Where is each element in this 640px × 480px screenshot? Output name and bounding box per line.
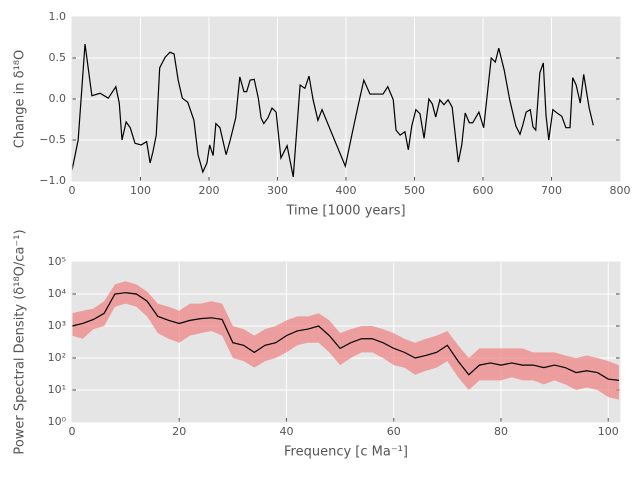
y-tick-label: 0.0: [49, 92, 67, 105]
y-tick-label: 0.5: [49, 51, 67, 64]
y-axis-label: Power Spectral Density (δ¹⁸O/ca⁻¹): [13, 229, 28, 454]
x-tick-label: 700: [541, 184, 562, 197]
plot-frame: [71, 261, 621, 423]
x-tick-label: 80: [494, 425, 508, 438]
y-axis-label: Change in δ¹⁸O: [13, 50, 28, 149]
x-tick-label: 0: [69, 425, 76, 438]
x-tick-label: 400: [336, 184, 357, 197]
x-tick-label: 20: [172, 425, 186, 438]
y-tick-label: 10¹: [48, 383, 66, 396]
x-tick-label: 40: [279, 425, 293, 438]
x-tick-label: 100: [130, 184, 151, 197]
y-tick-label: 10⁵: [48, 255, 66, 268]
y-tick-label: 10⁰: [48, 415, 67, 428]
x-tick-label: 60: [387, 425, 401, 438]
y-tick-label: 1.0: [49, 10, 67, 23]
x-axis-label: Frequency [c Ma⁻¹]: [284, 445, 408, 460]
plot-frame: [71, 16, 621, 182]
x-tick-label: 0: [69, 184, 76, 197]
x-tick-label: 300: [267, 184, 288, 197]
data-line: [71, 43, 594, 178]
data-line: [71, 292, 620, 381]
x-tick-label: 800: [610, 184, 631, 197]
y-tick-label: −0.5: [39, 133, 66, 146]
confidence-band: [72, 281, 619, 400]
y-tick-label: 10⁴: [48, 287, 67, 300]
y-tick-label: −1.0: [39, 174, 66, 187]
x-tick-label: 200: [199, 184, 220, 197]
x-axis-label: Time [1000 years]: [285, 204, 405, 219]
x-tick-label: 100: [598, 425, 619, 438]
y-tick-label: 10³: [48, 319, 66, 332]
y-tick-label: 10²: [48, 351, 66, 364]
x-tick-label: 600: [473, 184, 494, 197]
x-tick-label: 500: [404, 184, 425, 197]
